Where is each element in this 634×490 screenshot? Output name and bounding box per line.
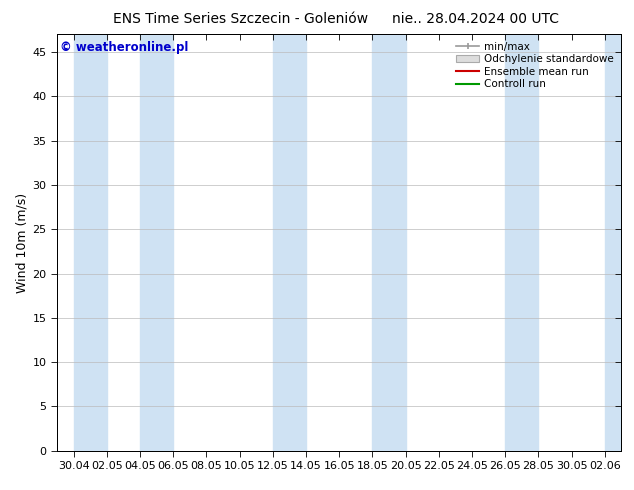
Bar xyxy=(372,34,406,451)
Bar xyxy=(140,34,173,451)
Bar xyxy=(505,34,538,451)
Bar xyxy=(74,34,107,451)
Text: © weatheronline.pl: © weatheronline.pl xyxy=(60,41,188,53)
Legend: min/max, Odchylenie standardowe, Ensemble mean run, Controll run: min/max, Odchylenie standardowe, Ensembl… xyxy=(453,39,617,93)
Y-axis label: Wind 10m (m/s): Wind 10m (m/s) xyxy=(15,193,29,293)
Bar xyxy=(273,34,306,451)
Text: ENS Time Series Szczecin - Goleniów: ENS Time Series Szczecin - Goleniów xyxy=(113,12,368,26)
Text: nie.. 28.04.2024 00 UTC: nie.. 28.04.2024 00 UTC xyxy=(392,12,559,26)
Bar xyxy=(605,34,621,451)
